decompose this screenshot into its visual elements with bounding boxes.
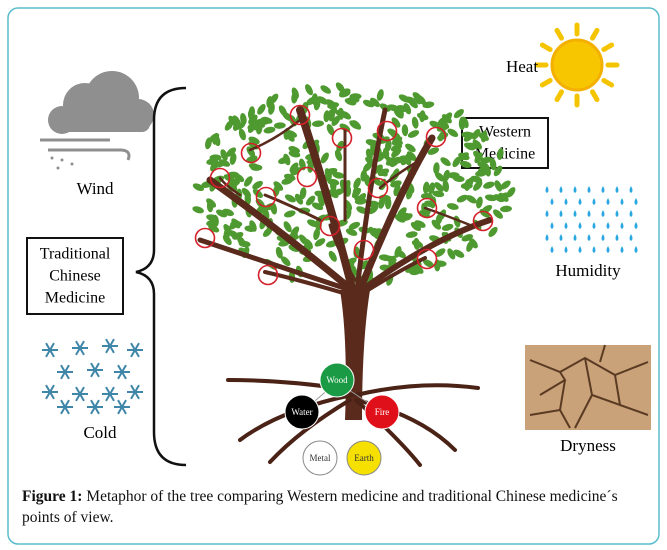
dryness-label: Dryness [560, 436, 616, 455]
cold-label: Cold [83, 423, 117, 442]
metal-label: Metal [310, 453, 331, 463]
water-label: Water [291, 407, 312, 417]
caption-label: Figure 1: [22, 488, 82, 505]
wind-label: Wind [76, 179, 114, 198]
tcm-label-line: Traditional [40, 246, 111, 263]
humidity-label: Humidity [555, 261, 621, 280]
leaf [210, 154, 222, 160]
caption-text: Metaphor of the tree comparing Western m… [22, 488, 618, 526]
wood-label: Wood [326, 375, 348, 385]
heat-label: Heat [506, 57, 538, 76]
dryness-image [525, 345, 651, 430]
figure: Heat Wind Traditional Chinese Medicine C… [0, 0, 667, 550]
page: Heat Wind Traditional Chinese Medicine C… [0, 0, 667, 550]
tcm-label-line: Medicine [45, 290, 105, 307]
tcm-label-line: Chinese [49, 268, 101, 285]
caption: Figure 1: Metaphor of the tree comparing… [22, 486, 652, 528]
earth-label: Earth [354, 453, 374, 463]
fire-label: Fire [375, 407, 390, 417]
